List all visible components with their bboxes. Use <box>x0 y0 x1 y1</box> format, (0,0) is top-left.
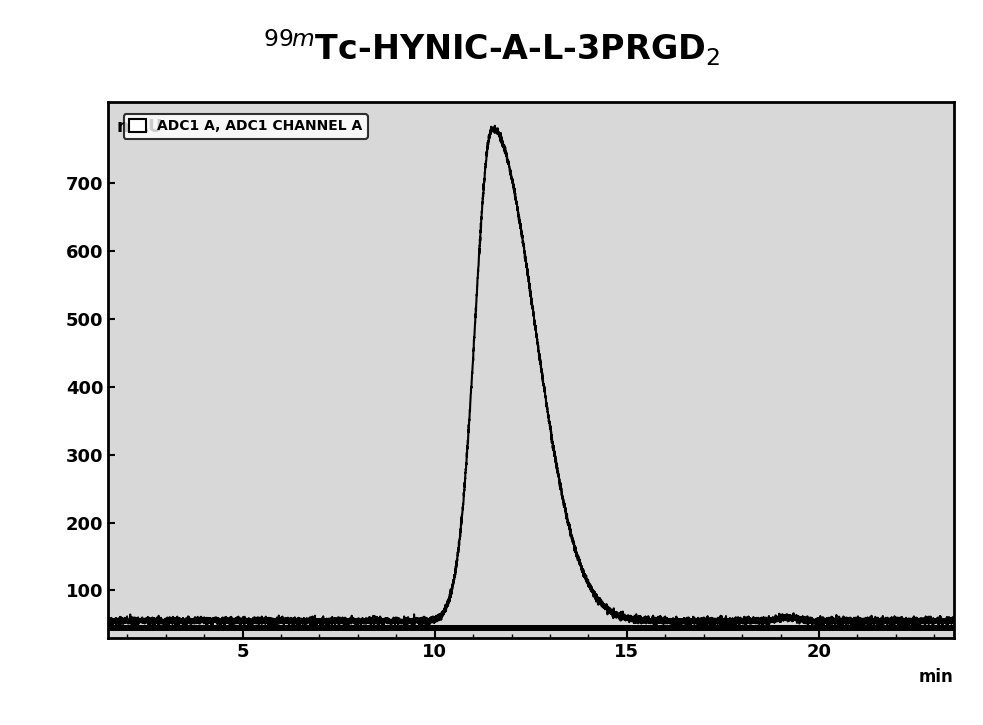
Text: mAU: mAU <box>117 117 163 136</box>
Bar <box>108 625 954 631</box>
Text: min: min <box>919 668 954 686</box>
Text: $^{99m}$Tc-HYNIC-A-L-3PRGD$_2$: $^{99m}$Tc-HYNIC-A-L-3PRGD$_2$ <box>262 28 721 68</box>
Legend: ADC1 A, ADC1 CHANNEL A: ADC1 A, ADC1 CHANNEL A <box>124 114 368 139</box>
